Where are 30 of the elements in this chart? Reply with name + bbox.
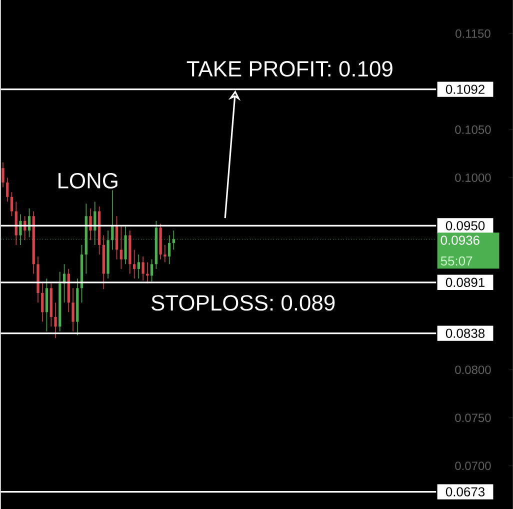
ref-line-label: 0.0838 <box>446 328 485 338</box>
ref-line-label: 0.0891 <box>446 278 484 287</box>
candlestick <box>142 256 144 281</box>
candlestick <box>150 258 154 282</box>
candlestick <box>19 214 22 246</box>
candlestick <box>137 254 140 279</box>
annotation: LONG <box>58 172 118 188</box>
candlestick <box>6 177 9 202</box>
annotation: TAKE PROFIT: 0.109 <box>186 61 392 77</box>
y-tick-label: 0.0800 <box>455 366 491 374</box>
candlestick <box>72 288 74 332</box>
candlestick <box>89 208 92 240</box>
candlestick <box>120 225 122 270</box>
candlestick <box>2 162 4 188</box>
ref-line-label: 0.0673 <box>446 487 485 496</box>
annotation: 55:07 <box>440 256 472 266</box>
y-tick-label: 0.1000 <box>455 173 491 182</box>
y-tick-label: 0.0750 <box>455 414 491 422</box>
candlestick <box>10 192 14 216</box>
annotation: STOPLOSS: 0.089 <box>152 295 335 311</box>
candlestick <box>164 244 166 263</box>
candlestick <box>132 249 136 279</box>
y-tick-label: 0.1150 <box>456 29 490 38</box>
ref-line-label: 0.0950 <box>446 221 485 230</box>
candlestick <box>41 282 44 322</box>
ref-line-label: 0.0936 <box>440 236 480 245</box>
candlestick <box>54 302 57 338</box>
y-tick-label: 0.0700 <box>455 462 491 470</box>
ref-line-label: 0.1092 <box>446 84 484 94</box>
y-tick-label: 0.1050 <box>455 125 491 134</box>
